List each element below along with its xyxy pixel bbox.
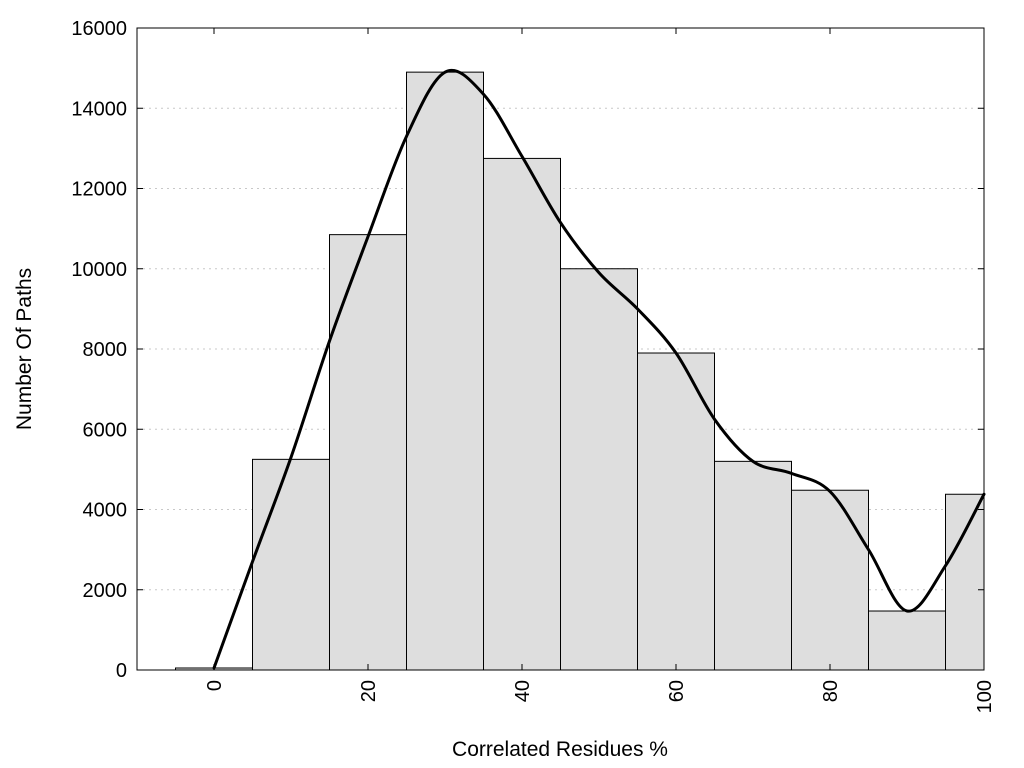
bar-10 [252, 458, 330, 671]
x-tick-label-0: 0 [204, 680, 226, 691]
y-tick-label-8000: 8000 [83, 339, 128, 361]
fit-curve [212, 68, 986, 670]
bar-20 [329, 234, 407, 671]
bar-80 [791, 489, 869, 671]
x-tick-label-20: 20 [358, 680, 380, 702]
bar-50 [560, 268, 638, 671]
y-tick-label-0: 0 [116, 660, 127, 682]
x-tick-label-80: 80 [820, 680, 842, 702]
histogram-bars [175, 71, 985, 671]
x-tick-label-100: 100 [974, 680, 996, 713]
y-tick-label-14000: 14000 [71, 98, 127, 120]
y-axis-ticks: 0 2000 4000 6000 8000 10000 12000 14000 16000 [71, 18, 984, 682]
x-axis-label: Correlated Residues % [452, 738, 668, 761]
y-tick-label-4000: 4000 [83, 500, 128, 522]
x-tick-label-60: 60 [666, 680, 688, 702]
bar-90 [868, 610, 946, 671]
bar-70 [714, 460, 792, 671]
y-tick-label-2000: 2000 [83, 580, 128, 602]
x-tick-label-40: 40 [512, 680, 534, 702]
y-tick-label-10000: 10000 [71, 259, 127, 281]
x-axis-ticks: 0 20 40 60 80 100 [204, 28, 996, 713]
y-axis-label: Number Of Paths [13, 268, 36, 430]
fit-curve-layer [212, 68, 986, 670]
y-tick-label-6000: 6000 [83, 419, 128, 441]
bar-30 [406, 71, 484, 671]
bar-40 [483, 157, 561, 671]
y-tick-label-16000: 16000 [71, 18, 127, 40]
y-tick-label-12000: 12000 [71, 179, 127, 201]
bar-100 [945, 493, 985, 671]
